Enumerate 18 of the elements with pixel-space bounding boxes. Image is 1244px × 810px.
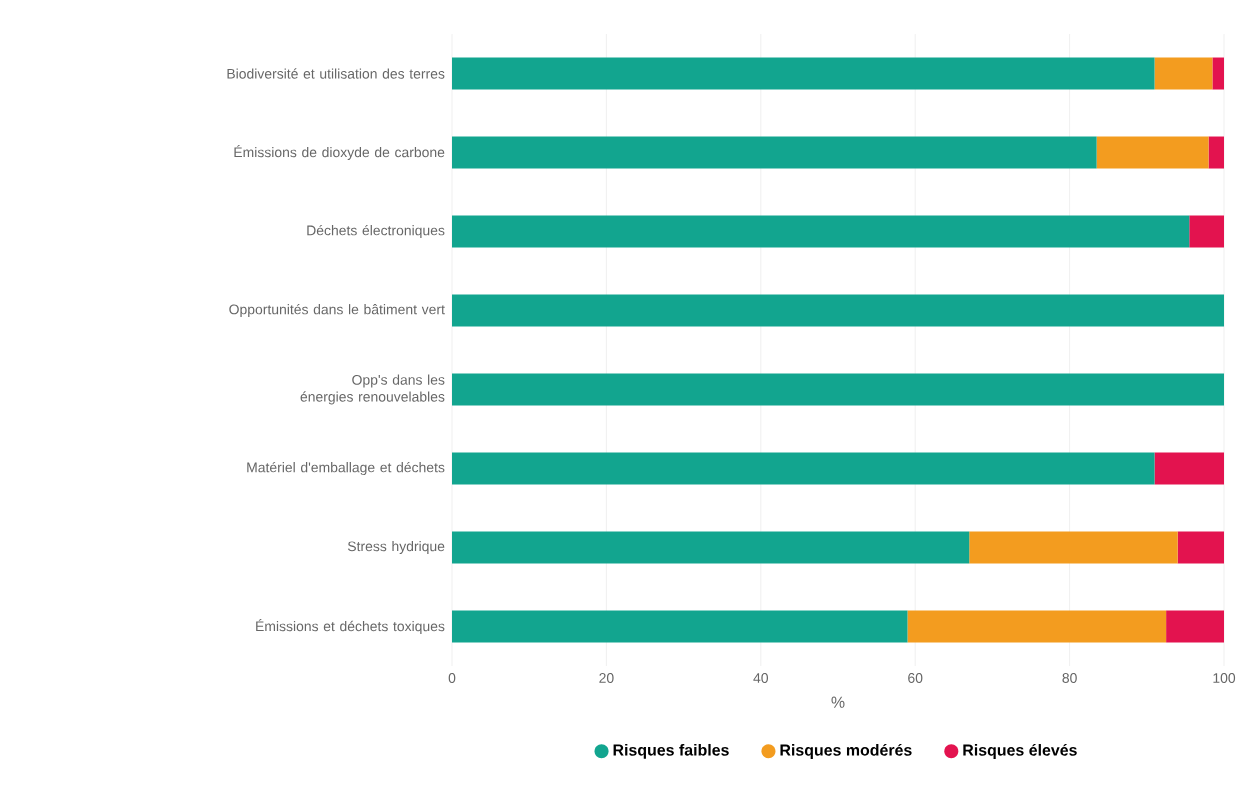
bar [1212,57,1225,90]
bar [1208,136,1225,169]
bar [452,215,1190,248]
bar [1096,136,1209,169]
bar [907,610,1167,643]
bar [1177,531,1225,564]
bar [452,373,1225,406]
bar [452,57,1155,90]
bar [452,531,970,564]
bar [1154,57,1213,90]
bar [1154,452,1225,485]
bar [1189,215,1225,248]
bar [452,452,1155,485]
bar [969,531,1178,564]
bar [1166,610,1225,643]
bar [452,610,908,643]
bar [452,294,1225,327]
bar [452,136,1097,169]
